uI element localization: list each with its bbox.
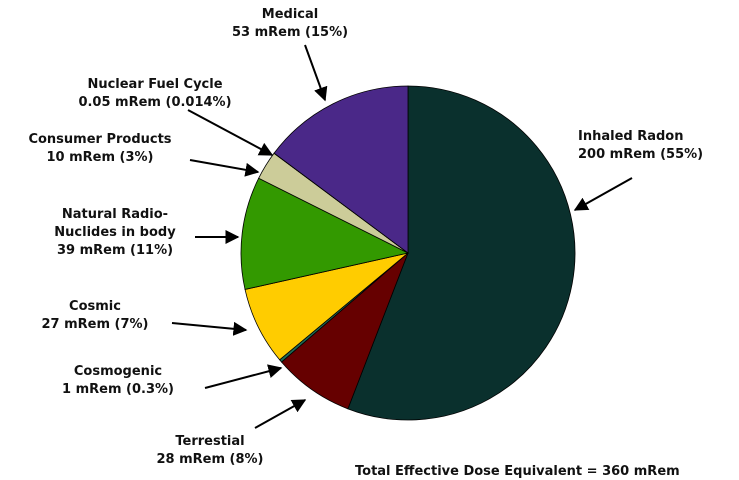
slice-label: Cosmogenic bbox=[74, 364, 162, 379]
value-label: 28 mRem (8%) bbox=[156, 452, 263, 467]
slice-label: Terrestial bbox=[175, 434, 244, 449]
slice-label: Cosmic bbox=[69, 299, 121, 314]
label-line: Nuclear Fuel Cycle bbox=[87, 77, 222, 92]
slice bbox=[273, 85, 409, 254]
arrow bbox=[187, 109, 274, 156]
label-line: Consumer Products bbox=[28, 132, 171, 147]
label-line: Terrestial bbox=[175, 434, 244, 449]
label-line: Natural Radio- bbox=[62, 207, 168, 222]
arrow bbox=[254, 399, 307, 429]
label-line: Nuclides in body bbox=[54, 225, 176, 240]
slice bbox=[347, 85, 576, 421]
value-label: 10 mRem (3%) bbox=[46, 150, 153, 165]
slice-label: Medical bbox=[262, 7, 318, 22]
arrow bbox=[304, 44, 328, 102]
arrow bbox=[171, 321, 248, 336]
slice bbox=[240, 177, 410, 290]
slice-label: Consumer Products bbox=[28, 132, 171, 147]
label-line: Inhaled Radon bbox=[578, 129, 684, 144]
value-label: 27 mRem (7%) bbox=[41, 317, 148, 332]
value-label: 1 mRem (0.3%) bbox=[62, 382, 174, 397]
arrow bbox=[189, 159, 260, 177]
slice-label: Inhaled Radon bbox=[578, 129, 684, 144]
annotation: Total Effective Dose Equivalent = 360 mR… bbox=[355, 464, 680, 479]
slice-label: Natural Radio- Nuclides in body bbox=[54, 207, 176, 240]
value-label: 0.05 mRem (0.014%) bbox=[78, 95, 231, 110]
label-line: Medical bbox=[262, 7, 318, 22]
slice-label: Nuclear Fuel Cycle bbox=[87, 77, 222, 92]
value-label: 39 mRem (11%) bbox=[57, 243, 173, 258]
arrow bbox=[204, 364, 283, 389]
value-label: 200 mRem (55%) bbox=[578, 147, 703, 162]
arrow bbox=[573, 177, 633, 211]
label-line: Cosmogenic bbox=[74, 364, 162, 379]
value-label: 53 mRem (15%) bbox=[232, 25, 348, 40]
label-line: Cosmic bbox=[69, 299, 121, 314]
